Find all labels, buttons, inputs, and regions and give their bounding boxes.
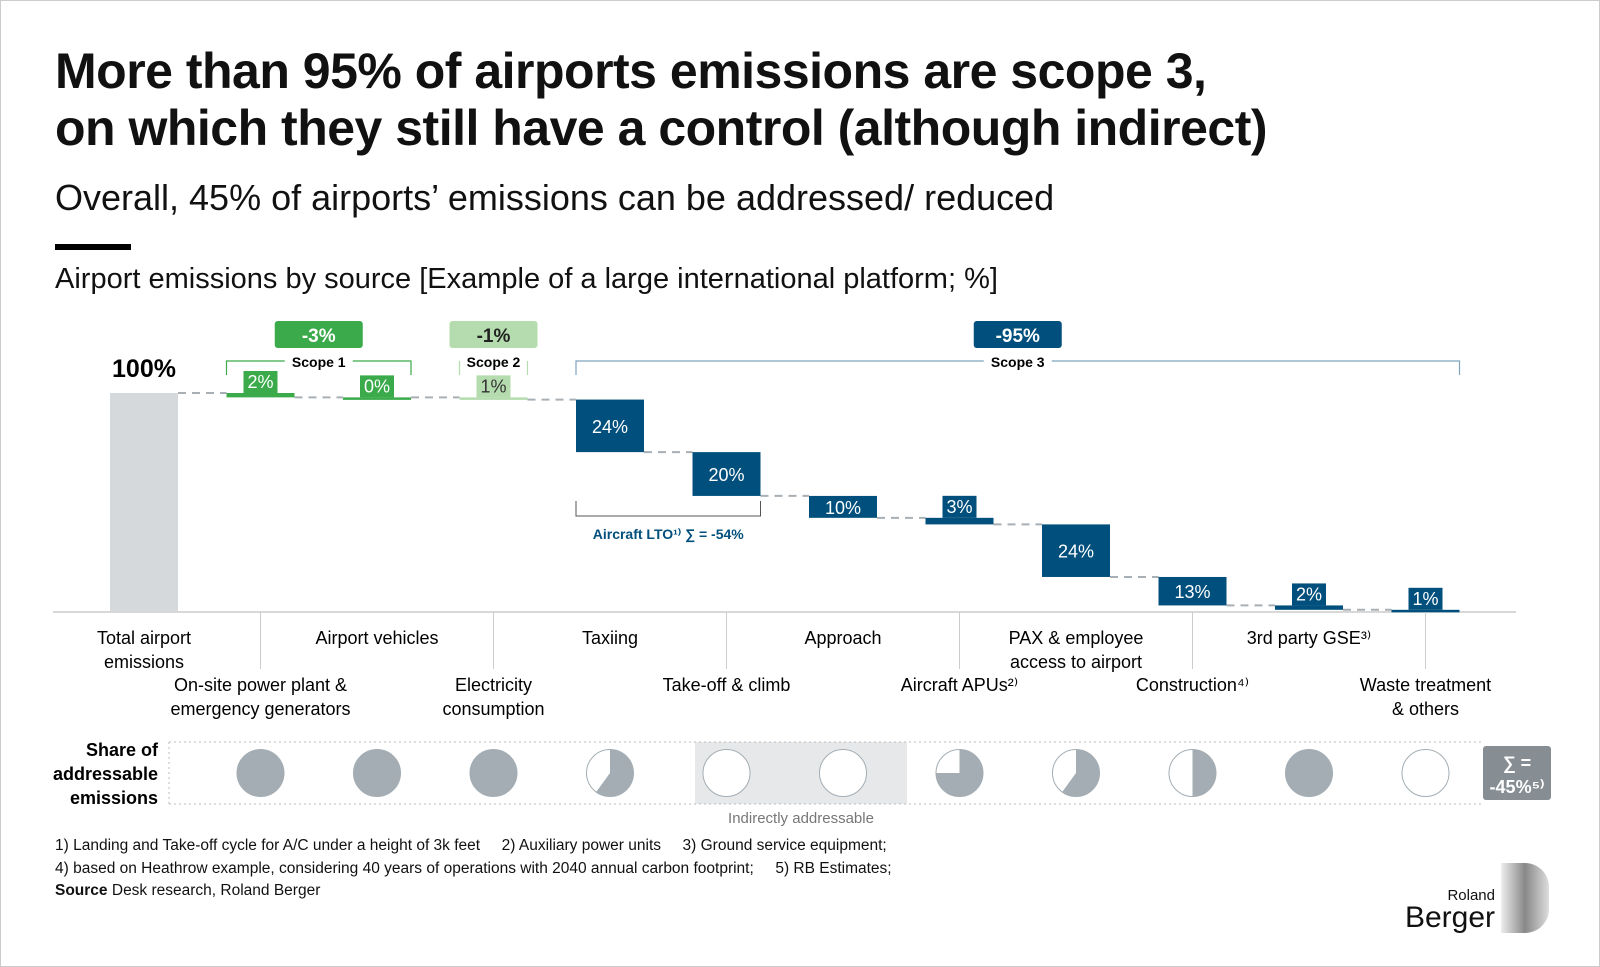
- category-label: consumption: [442, 699, 544, 719]
- dotted-border: [169, 741, 1481, 805]
- source-text: Desk research, Roland Berger: [107, 882, 321, 899]
- value-label: 3%: [946, 497, 972, 517]
- page-title: More than 95% of airports emissions are …: [55, 43, 1268, 157]
- bar-8: [1042, 524, 1110, 577]
- sum-text: ∑ =: [1503, 753, 1531, 773]
- category-label: Total airport: [97, 628, 191, 648]
- indirect-label: Indirectly addressable: [728, 810, 874, 827]
- category-label: On-site power plant &: [174, 675, 347, 695]
- sum-badge: [1483, 746, 1551, 800]
- logo-text: Berger: [1404, 901, 1495, 934]
- footnotes: 1) Landing and Take-off cycle for A/C un…: [55, 835, 892, 903]
- addressable-pie-fill: [470, 749, 517, 797]
- lto-bracket: [575, 501, 761, 517]
- bar-3: [459, 397, 528, 400]
- bar-11: [1391, 609, 1460, 613]
- scope-total-badge: [973, 321, 1062, 348]
- bar-7: [925, 517, 994, 525]
- category-label: Electricity: [455, 675, 532, 695]
- scope-total: -95%: [996, 326, 1040, 347]
- addressable-pie-fill: [237, 749, 284, 797]
- value-label: 10%: [825, 498, 861, 518]
- lto-label: Aircraft LTO¹⁾ ∑ = -54%: [593, 526, 745, 543]
- logo-b-mark: [1501, 863, 1549, 933]
- category-label: emissions: [104, 652, 184, 672]
- bar-6: [809, 495, 877, 518]
- addressable-pie-outline: [1401, 749, 1450, 797]
- source-line: Source Desk research, Roland Berger: [55, 880, 892, 903]
- value-label: 24%: [1058, 542, 1094, 562]
- category-label: Approach: [804, 628, 881, 648]
- addressable-pie-fill: [1062, 749, 1100, 797]
- addressable-label: Share of: [86, 740, 159, 760]
- category-label: Taxiing: [582, 628, 638, 648]
- scope-bracket: [458, 361, 529, 375]
- footnote: 4) based on Heathrow example, considerin…: [55, 859, 892, 877]
- value-label: 2%: [247, 372, 273, 392]
- category-label: Aircraft APUs²⁾: [901, 675, 1018, 695]
- footnote: 1) Landing and Take-off cycle for A/C un…: [55, 837, 887, 854]
- category-label: Waste treatment: [1360, 675, 1491, 695]
- category-label: 3rd party GSE³⁾: [1247, 628, 1371, 648]
- value-label: 24%: [592, 417, 628, 437]
- addressable-pie-fill: [596, 749, 634, 797]
- scope-bracket: [575, 360, 1461, 375]
- value-label-bg: [1292, 583, 1326, 606]
- value-label-bg: [942, 495, 977, 518]
- scope-label: Scope 3: [991, 354, 1045, 370]
- title-line-1: More than 95% of airports emissions are …: [55, 43, 1207, 99]
- scope-total-badge: [449, 321, 538, 348]
- value-label-bg: [1408, 587, 1443, 610]
- addressable-pie-fill: [1192, 749, 1216, 797]
- value-label: 20%: [708, 465, 744, 485]
- addressable-pie-fill: [1285, 749, 1333, 797]
- category-label: Construction⁴⁾: [1136, 675, 1249, 695]
- value-label-bg: [476, 375, 511, 398]
- scope-label: Scope 2: [467, 354, 521, 370]
- category-label: & others: [1392, 699, 1459, 719]
- addressable-label: emissions: [70, 788, 158, 808]
- addressable-label: addressable: [53, 764, 158, 784]
- scope-bracket: [225, 360, 412, 375]
- subtitle: Overall, 45% of airports’ emissions can …: [55, 177, 1055, 218]
- category-label: emergency generators: [170, 699, 350, 719]
- scope-total-badge: [274, 321, 363, 348]
- value-label: 1%: [480, 376, 506, 396]
- source-label: Source: [55, 882, 108, 899]
- bar-9: [1158, 576, 1227, 606]
- value-label-bg: [360, 375, 394, 398]
- bar-2: [343, 397, 411, 400]
- category-label: Take-off & climb: [663, 675, 791, 695]
- category-label: Airport vehicles: [315, 628, 438, 648]
- value-label: 13%: [1174, 582, 1210, 602]
- category-label: PAX & employee: [1009, 628, 1144, 648]
- addressable-pie-outline: [819, 749, 867, 797]
- bar-5: [692, 452, 761, 496]
- scope-total: -1%: [477, 326, 511, 347]
- title-line-2: on which they still have a control (alth…: [55, 100, 1268, 156]
- bar-1: [226, 393, 295, 398]
- sum-text: -45%⁵⁾: [1490, 777, 1545, 797]
- addressable-pie-outline: [702, 749, 751, 797]
- addressable-pie-fill: [353, 749, 401, 797]
- scope-label: Scope 1: [292, 354, 346, 370]
- divider: [55, 244, 131, 250]
- logo-text: Roland: [1447, 887, 1495, 904]
- value-label: 0%: [364, 376, 390, 396]
- value-label-bg: [243, 371, 278, 393]
- value-label: 1%: [1412, 589, 1438, 609]
- roland-berger-logo: Roland Berger: [1405, 863, 1549, 933]
- addressable-pie-fill: [936, 749, 983, 797]
- value-label: 2%: [1296, 584, 1322, 604]
- total-label: 100%: [112, 355, 176, 383]
- category-label: access to airport: [1010, 652, 1142, 672]
- bar-0: [110, 393, 178, 612]
- bar-10: [1275, 605, 1343, 610]
- bar-4: [576, 399, 644, 453]
- chart-title: Airport emissions by source [Example of …: [55, 263, 998, 295]
- scope-total: -3%: [302, 326, 336, 347]
